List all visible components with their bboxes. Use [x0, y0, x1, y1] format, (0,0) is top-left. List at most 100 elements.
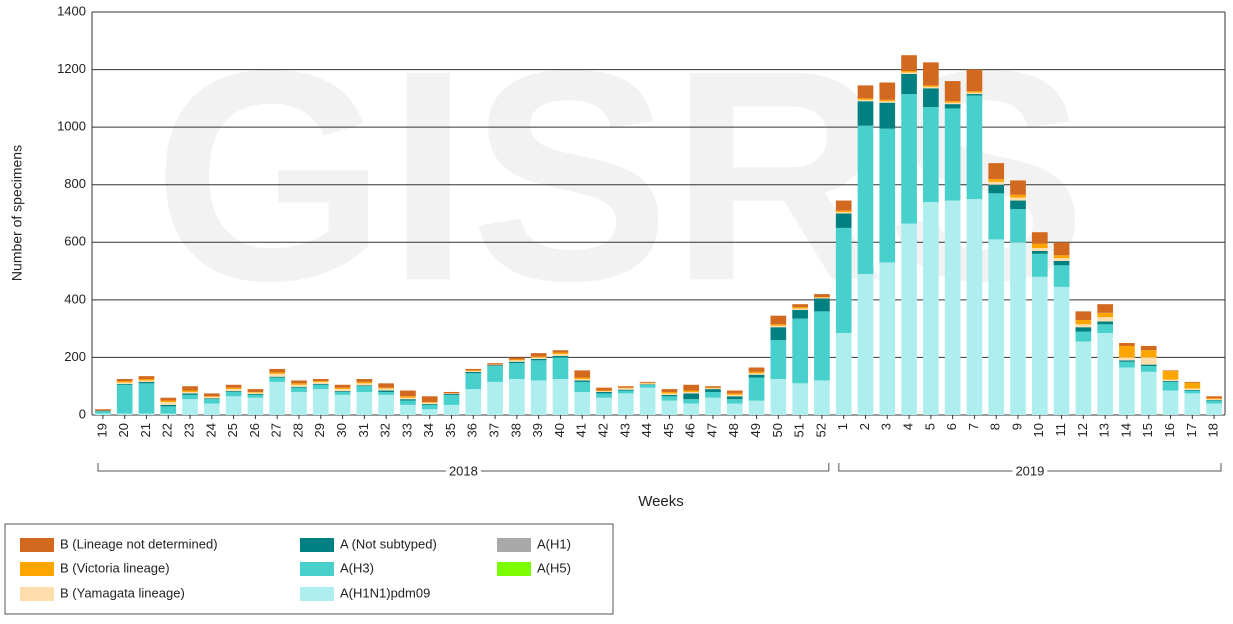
bar-segment: [1075, 320, 1092, 325]
bar-segment: [1075, 327, 1092, 332]
bar-segment: [1140, 366, 1157, 372]
bar-segment: [1031, 248, 1048, 251]
bar-segment: [160, 397, 177, 401]
bar-segment: [683, 390, 700, 392]
y-tick-label: 1000: [57, 119, 86, 134]
y-axis-title: Number of specimens: [9, 145, 25, 281]
bar-segment: [312, 379, 329, 382]
x-tick-label: 5: [922, 423, 937, 430]
x-tick-label: 2: [857, 423, 872, 430]
bar-segment: [574, 377, 591, 380]
bar-segment: [857, 85, 874, 99]
x-axis-title: Weeks: [638, 493, 684, 510]
bar-segment: [400, 390, 416, 397]
bar-segment: [269, 373, 286, 377]
bar-segment: [225, 389, 242, 392]
bar-segment: [1119, 361, 1135, 368]
bar-segment: [247, 397, 264, 415]
bar-segment: [923, 85, 939, 87]
legend-swatch: [20, 538, 54, 552]
bar-segment: [683, 403, 700, 415]
x-tick-label: 43: [617, 423, 632, 437]
bar-segment: [182, 393, 198, 395]
bar-segment: [465, 370, 482, 372]
bar-segment: [334, 391, 351, 395]
bar-segment: [1206, 398, 1222, 400]
x-tick-label: 39: [530, 423, 545, 437]
bar-segment: [574, 370, 591, 378]
bar-segment: [312, 381, 329, 382]
bar-segment: [1075, 324, 1092, 328]
bar-segment: [1031, 250, 1048, 254]
bar-segment: [95, 413, 111, 415]
bar-segment: [770, 315, 787, 325]
bar-segment: [988, 239, 1005, 415]
bar-segment: [726, 390, 743, 394]
bar-segment: [116, 381, 133, 383]
x-tick-label: 13: [1097, 423, 1112, 437]
x-tick-label: 23: [181, 423, 196, 437]
bar-segment: [1184, 388, 1201, 390]
bar-segment: [814, 294, 830, 297]
bar-segment: [639, 381, 656, 383]
bar-segment: [574, 380, 591, 382]
bar-segment: [596, 387, 612, 391]
bar-segment: [792, 307, 808, 309]
bar-segment: [814, 298, 830, 312]
bar-segment: [530, 358, 547, 361]
bar-segment: [748, 400, 765, 415]
bar-segment: [465, 370, 482, 371]
bar-segment: [770, 325, 787, 328]
bar-segment: [160, 404, 177, 407]
bar-segment: [835, 227, 852, 333]
bar-segment: [509, 359, 525, 361]
bar-segment: [116, 384, 133, 414]
bar-segment: [356, 391, 373, 415]
legend-label: A (Not subtyped): [340, 536, 437, 551]
bar-segment: [879, 102, 896, 129]
y-tick-label: 200: [64, 349, 86, 364]
bar-segment: [203, 396, 220, 399]
bar-segment: [116, 382, 133, 384]
bar-segment: [138, 380, 155, 382]
bar-segment: [901, 55, 917, 72]
bar-segment: [1097, 321, 1114, 325]
bar-segment: [1097, 312, 1114, 318]
bar-segment: [1097, 304, 1114, 313]
bar-segment: [138, 379, 155, 381]
bar-segment: [530, 353, 547, 357]
bar-segment: [857, 99, 874, 102]
x-tick-label: 18: [1206, 423, 1221, 437]
bar-segment: [617, 393, 634, 415]
bar-segment: [530, 360, 547, 381]
x-tick-label: 26: [247, 423, 262, 437]
bar-segment: [1162, 381, 1179, 382]
x-tick-label: 45: [661, 423, 676, 437]
x-tick-label: 34: [421, 423, 436, 437]
bar-segment: [312, 389, 329, 415]
bar-segment: [1184, 393, 1201, 415]
legend-swatch: [497, 538, 531, 552]
x-tick-label: 42: [595, 423, 610, 437]
bar-segment: [378, 390, 394, 392]
x-tick-label: 41: [574, 423, 589, 437]
bar-segment: [160, 406, 177, 414]
y-tick-label: 1400: [57, 3, 86, 18]
x-tick-label: 46: [683, 423, 698, 437]
bar-segment: [530, 380, 547, 415]
bar-segment: [835, 200, 852, 211]
bar-segment: [901, 223, 917, 415]
bar-segment: [443, 393, 460, 394]
bar-segment: [1097, 317, 1114, 322]
bar-segment: [1075, 311, 1092, 321]
bar-segment: [705, 388, 721, 390]
bar-segment: [552, 357, 569, 380]
bar-segment: [421, 396, 438, 403]
bar-segment: [617, 390, 634, 394]
bar-segment: [291, 383, 307, 385]
bar-segment: [356, 385, 373, 387]
bar-segment: [1119, 345, 1135, 358]
x-tick-label: 35: [443, 423, 458, 437]
bar-segment: [966, 199, 983, 415]
bar-segment: [552, 355, 569, 358]
